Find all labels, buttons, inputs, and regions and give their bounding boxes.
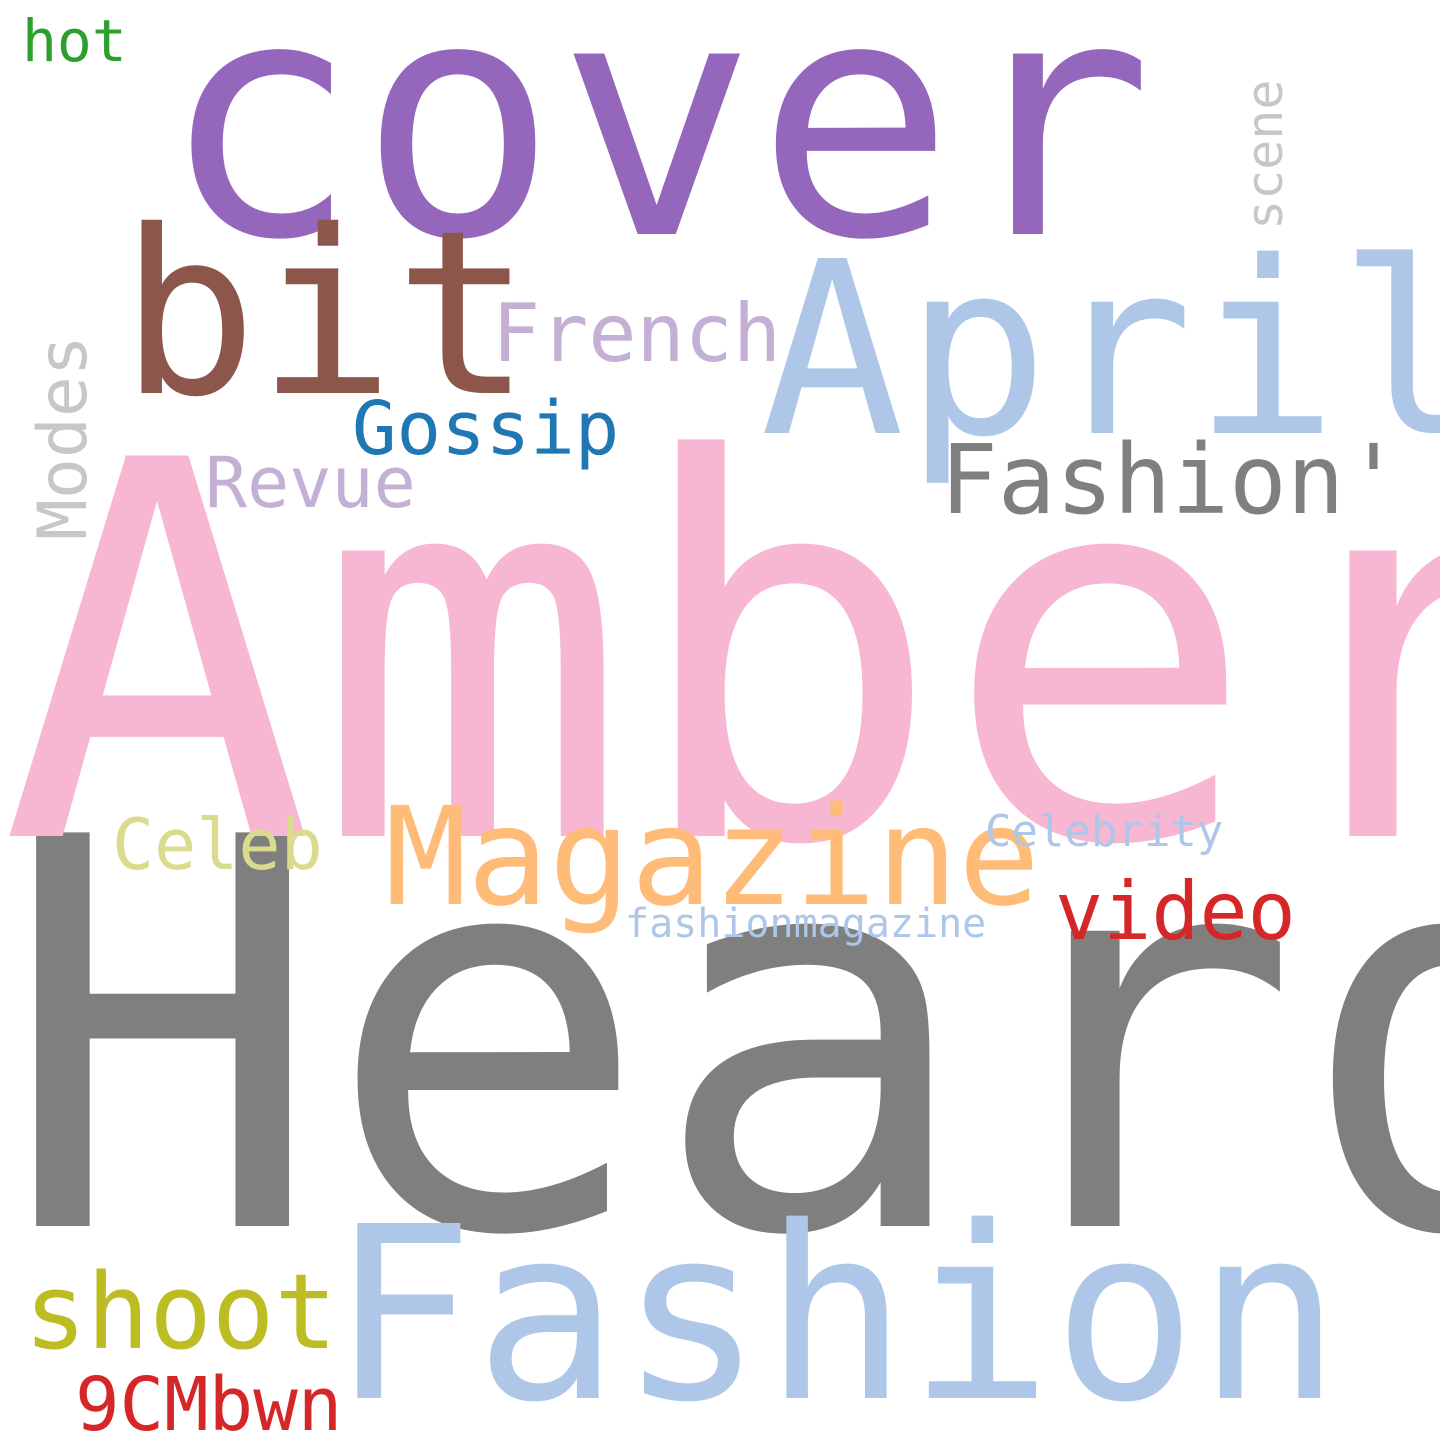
word-shoot: shoot xyxy=(24,1251,338,1373)
word-fashion: Fashion xyxy=(330,1175,1342,1440)
word-hot: hot xyxy=(22,7,127,75)
word-cover: cover xyxy=(160,0,1154,312)
word-video: video xyxy=(1055,865,1296,958)
word-celebrity: Celebrity xyxy=(985,806,1224,857)
word-april: April xyxy=(760,210,1440,490)
word-scene: scene xyxy=(1236,79,1294,230)
word-heard: Heard xyxy=(0,726,1440,1354)
word-9cmbwn: 9CMbwn xyxy=(75,1362,343,1440)
word-celeb: Celeb xyxy=(112,804,323,886)
word-modes: Modes xyxy=(24,335,103,540)
word-gossip: Gossip xyxy=(352,386,620,472)
word-magazine: Magazine xyxy=(385,779,1041,937)
word-fashionmagazine: fashionmagazine xyxy=(625,901,987,947)
word-revue: Revue xyxy=(205,442,416,524)
word-amber: Amber xyxy=(0,352,1440,960)
word-bit: bit xyxy=(120,181,532,447)
word-french: French xyxy=(492,287,781,380)
word-fashion-quote: Fashion' xyxy=(940,424,1403,536)
